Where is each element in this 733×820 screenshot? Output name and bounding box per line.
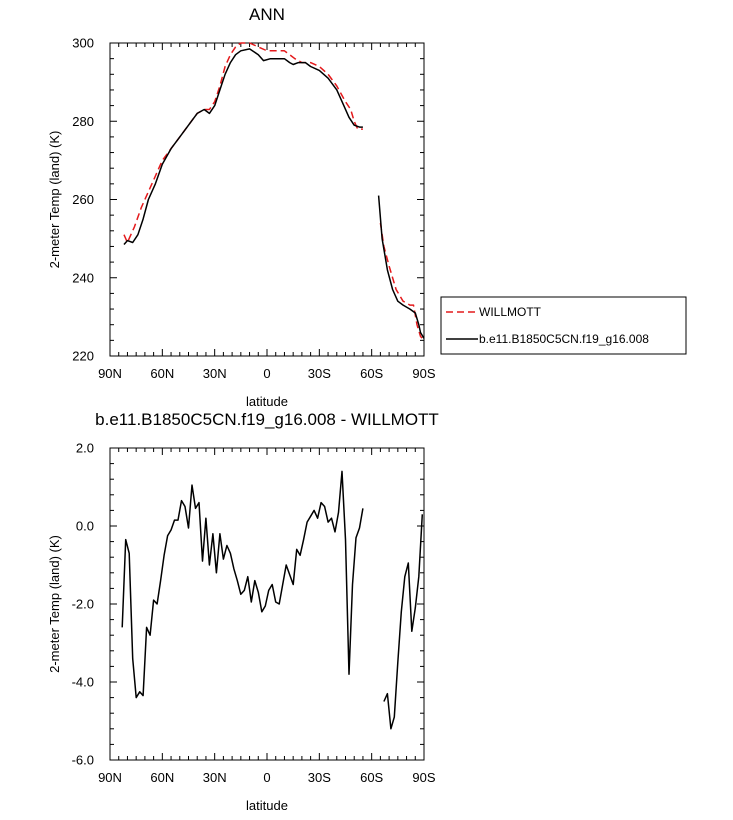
x-tick-label: 30S: [308, 770, 331, 785]
x-tick-label: 90N: [98, 770, 122, 785]
legend-label-willmott: WILLMOTT: [479, 305, 542, 319]
plot-frame: [109, 42, 425, 357]
y-tick-label: 240: [72, 270, 94, 285]
x-tick-label: 60N: [150, 366, 174, 381]
legend-box: [440, 296, 687, 355]
y-axis-label: 2-meter Temp (land) (K): [47, 131, 62, 269]
x-tick-label: 0: [263, 770, 270, 785]
chart-title: b.e11.B1850C5CN.f19_g16.008 - WILLMOTT: [95, 410, 439, 429]
series-line-0-segment-1: [379, 222, 425, 341]
legend: WILLMOTT b.e11.B1850C5CN.f19_g16.008: [440, 296, 687, 355]
y-tick-label: -2.0: [72, 597, 94, 612]
x-tick-label: 30N: [203, 770, 227, 785]
y-tick-label: 2.0: [76, 441, 94, 456]
series-line-0-segment-0: [121, 470, 364, 699]
y-tick-label: -6.0: [72, 753, 94, 768]
x-tick-label: 30N: [203, 366, 227, 381]
y-tick-label: -4.0: [72, 675, 94, 690]
chart-panel-difference: b.e11.B1850C5CN.f19_g16.008 - WILLMOTT 9…: [47, 410, 439, 813]
x-tick-label: 60S: [360, 366, 383, 381]
y-axis-label: 2-meter Temp (land) (K): [47, 535, 62, 673]
x-axis-label: latitude: [246, 798, 288, 813]
y-tick-label: 260: [72, 192, 94, 207]
x-axis-label: latitude: [246, 394, 288, 409]
series-line-0-segment-0: [123, 42, 363, 244]
series-line-0-segment-1: [383, 514, 424, 730]
plot-area: 90N 60N 30N 0 30S 60S 90S 220 240 260 280 300: [72, 36, 436, 382]
y-tick-label: 300: [72, 36, 94, 51]
y-tick-label: 0.0: [76, 519, 94, 534]
x-tick-label: 30S: [308, 366, 331, 381]
y-tick-label: 280: [72, 114, 94, 129]
legend-label-model: b.e11.B1850C5CN.f19_g16.008: [479, 332, 649, 346]
x-tick-label: 90S: [412, 770, 435, 785]
series-line-1-segment-1: [377, 195, 425, 339]
chart-title: ANN: [249, 5, 285, 24]
chart-panel-ann: ANN 90N 60N 30N 0 30S 60S 90S 220 240 260 280 300 l…: [47, 5, 687, 409]
x-tick-label: 90N: [98, 366, 122, 381]
x-tick-label: 90S: [412, 366, 435, 381]
y-tick-label: 220: [72, 349, 94, 364]
x-tick-label: 0: [263, 366, 270, 381]
plot-area: 90N 60N 30N 0 30S 60S 90S -6.0 -4.0 -2.0 0.0 2.0: [72, 441, 436, 786]
x-tick-label: 60S: [360, 770, 383, 785]
series-line-1-segment-0: [123, 48, 363, 245]
x-tick-label: 60N: [150, 770, 174, 785]
